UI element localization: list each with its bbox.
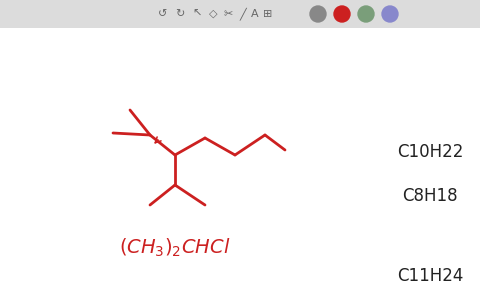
Circle shape [334,6,350,22]
Text: ✂: ✂ [223,9,233,19]
Text: ↺: ↺ [158,9,168,19]
Text: ↻: ↻ [175,9,185,19]
Text: $(CH_3)_2CHCl$: $(CH_3)_2CHCl$ [120,237,231,259]
Text: C10H22: C10H22 [397,143,463,161]
Text: C8H18: C8H18 [402,187,458,205]
Text: A: A [251,9,259,19]
Circle shape [358,6,374,22]
Bar [0,0,480,28]
Text: C11H24: C11H24 [397,267,463,285]
Text: ╱: ╱ [240,8,246,20]
Circle shape [310,6,326,22]
Circle shape [382,6,398,22]
Text: ⊞: ⊞ [264,9,273,19]
Text: ◇: ◇ [209,9,217,19]
Text: ↖: ↖ [192,9,202,19]
